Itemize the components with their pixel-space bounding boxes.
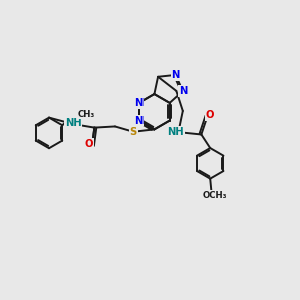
Text: O: O <box>85 139 93 149</box>
Text: O: O <box>206 110 214 120</box>
Text: N: N <box>172 70 180 80</box>
Text: S: S <box>130 127 137 137</box>
Text: OCH₃: OCH₃ <box>202 190 227 200</box>
Text: N: N <box>134 116 142 126</box>
Text: NH: NH <box>167 127 184 137</box>
Text: CH₃: CH₃ <box>78 110 95 118</box>
Text: N: N <box>179 86 187 96</box>
Text: N: N <box>179 86 187 96</box>
Text: N: N <box>135 116 143 126</box>
Text: N: N <box>134 98 142 108</box>
Text: N: N <box>135 98 143 108</box>
Text: NH: NH <box>65 118 82 128</box>
Text: N: N <box>172 70 180 80</box>
